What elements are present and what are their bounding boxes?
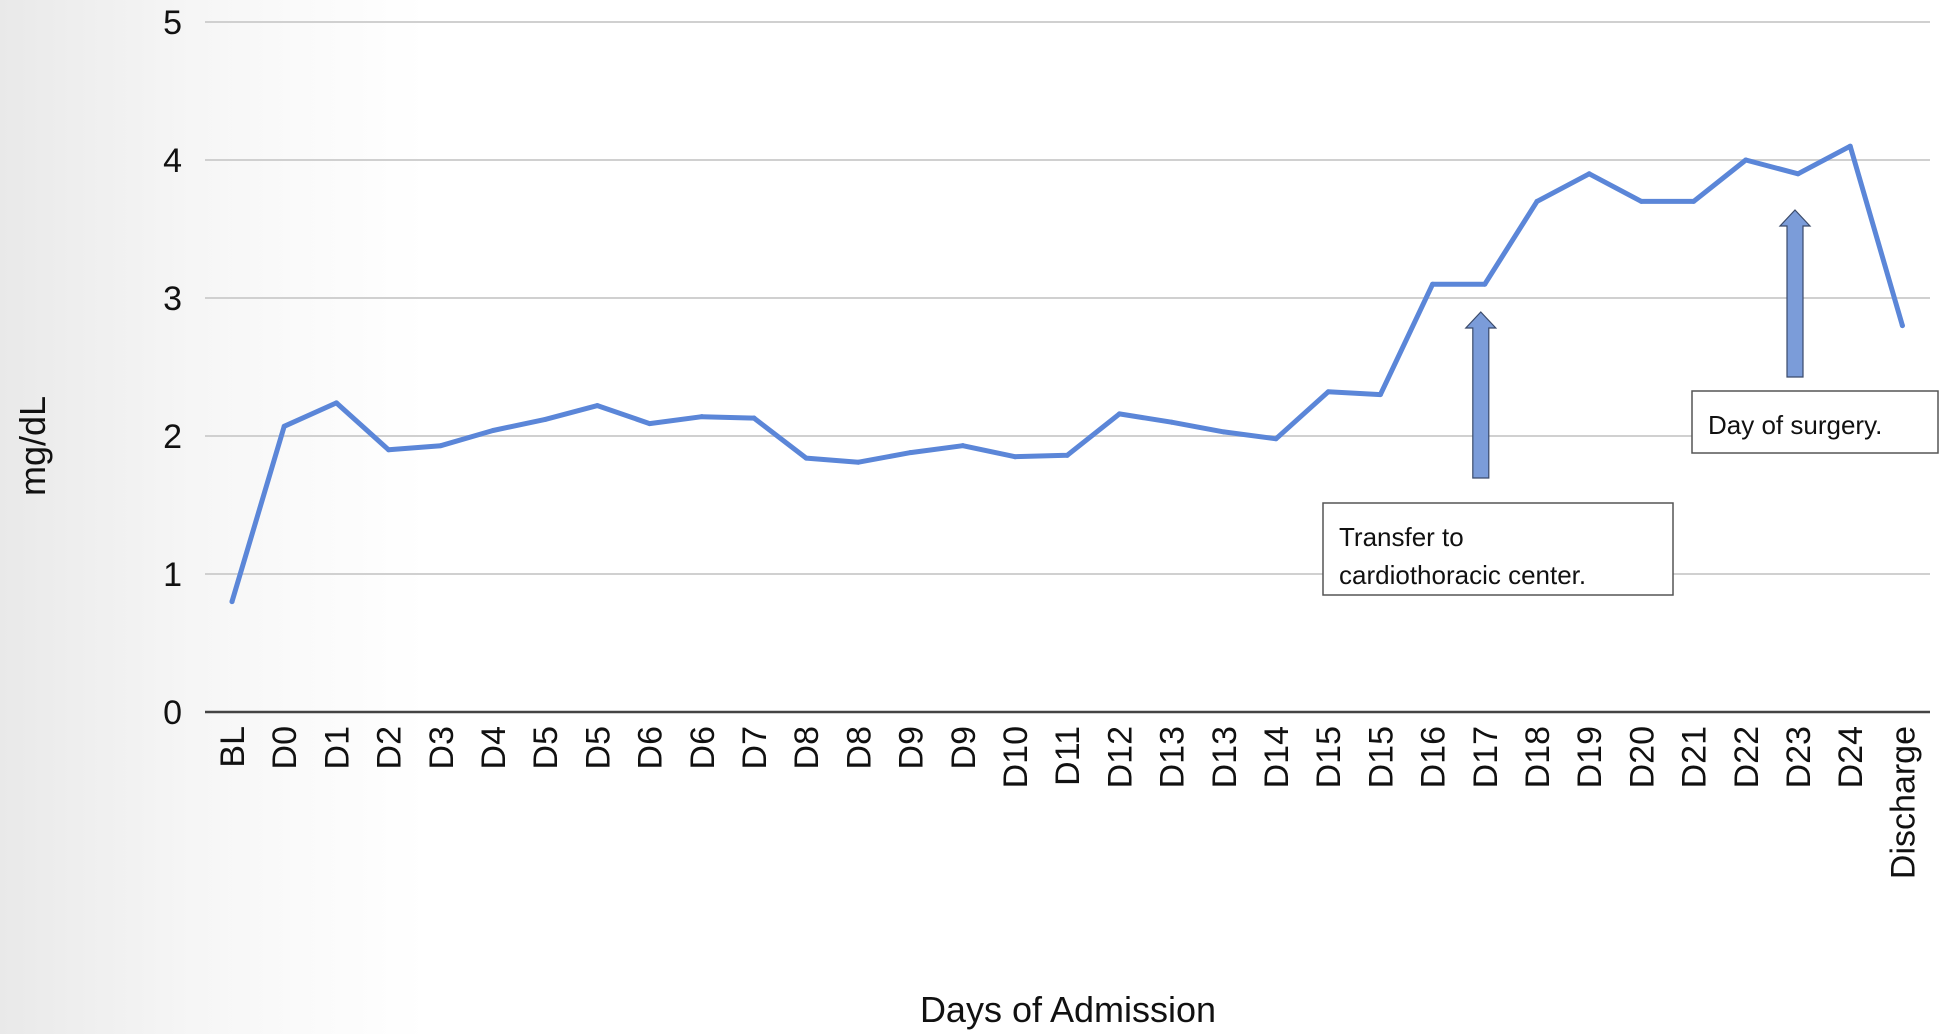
data-point <box>1377 392 1383 398</box>
data-point <box>386 447 392 453</box>
y-tick-label: 1 <box>163 556 182 594</box>
annotation-transfer: Transfer to cardiothoracic center. <box>1322 502 1674 596</box>
data-point <box>1221 429 1227 435</box>
x-tick-label: D17 <box>1467 726 1505 788</box>
x-tick-label: D1 <box>318 726 356 769</box>
x-tick-label: D15 <box>1310 726 1348 788</box>
x-tick-label: D9 <box>945 726 983 769</box>
x-tick-label: D16 <box>1415 726 1453 788</box>
x-tick-label: D8 <box>788 726 826 769</box>
data-point <box>960 443 966 449</box>
transfer-arrow <box>1464 311 1498 479</box>
data-point <box>1534 198 1540 204</box>
data-point <box>1273 436 1279 442</box>
data-point <box>1012 454 1018 460</box>
x-tick-label: D6 <box>684 726 722 769</box>
data-point <box>1691 198 1697 204</box>
x-tick-label: D3 <box>423 726 461 769</box>
x-tick-label: D0 <box>266 726 304 769</box>
x-tick-label: D7 <box>736 726 774 769</box>
x-tick-label: D8 <box>840 726 878 769</box>
data-point <box>281 423 287 429</box>
x-axis-title: Days of Admission <box>920 989 1216 1030</box>
x-tick-label: D14 <box>1258 726 1296 788</box>
y-tick-label: 2 <box>163 418 182 456</box>
annotation-surgery: Day of surgery. <box>1691 390 1939 454</box>
data-point <box>1116 411 1122 417</box>
x-tick-label: D20 <box>1623 726 1661 788</box>
data-point <box>699 414 705 420</box>
data-point <box>1847 143 1853 149</box>
x-tick-label: D4 <box>475 726 513 769</box>
data-point <box>1482 281 1488 287</box>
x-tick-label: D5 <box>579 726 617 769</box>
x-tick-label: D11 <box>1049 726 1087 786</box>
y-tick-label: 0 <box>163 694 182 732</box>
x-tick-label: D5 <box>527 726 565 769</box>
annotation-text: Transfer to <box>1339 522 1464 552</box>
x-tick-label: D13 <box>1154 726 1192 788</box>
data-point <box>908 450 914 456</box>
data-point <box>751 415 757 421</box>
x-tick-label: D9 <box>893 726 931 769</box>
data-point <box>1743 157 1749 163</box>
data-point <box>542 416 548 422</box>
x-tick-label: D6 <box>632 726 670 769</box>
data-point <box>1169 419 1175 425</box>
series-layer <box>229 143 1905 605</box>
annotation-text: cardiothoracic center. <box>1339 560 1586 590</box>
surgery-arrow <box>1778 209 1812 378</box>
data-point <box>229 599 235 605</box>
annotation-box-border <box>1691 390 1939 454</box>
x-tick-label: D15 <box>1362 726 1400 788</box>
data-point <box>438 443 444 449</box>
y-axis-title: mg/dL <box>12 396 53 496</box>
x-tick-label: D12 <box>1101 726 1139 788</box>
annotations: Transfer to cardiothoracic center. Day of … <box>1322 209 1939 596</box>
x-tick-label: Discharge <box>1884 726 1922 879</box>
x-tick-label: D10 <box>997 726 1035 788</box>
data-point <box>1586 171 1592 177</box>
x-axis-ticks: BL D0 D1 D2 D3 D4 D5 D5 D6 D6 D7 D8 D8 D9 D9 D10 D11 D12 D… <box>214 726 1922 879</box>
data-point <box>1638 198 1644 204</box>
x-tick-label: D18 <box>1519 726 1557 788</box>
x-tick-label: D2 <box>371 726 409 769</box>
data-point <box>1899 323 1905 329</box>
x-tick-label: D22 <box>1728 726 1766 788</box>
y-axis-ticks: 0 1 2 3 4 5 <box>163 4 182 732</box>
x-tick-label: D23 <box>1780 726 1818 788</box>
y-tick-label: 5 <box>163 4 182 42</box>
data-point <box>1430 281 1436 287</box>
y-tick-label: 3 <box>163 280 182 318</box>
x-tick-label: D24 <box>1832 726 1870 788</box>
data-point <box>333 400 339 406</box>
data-point <box>647 421 653 427</box>
data-point <box>1064 452 1070 458</box>
data-point <box>594 403 600 409</box>
data-point <box>1325 389 1331 395</box>
x-tick-label: D13 <box>1206 726 1244 788</box>
data-point <box>1795 171 1801 177</box>
data-point <box>490 427 496 433</box>
x-tick-label: D21 <box>1676 726 1714 788</box>
data-point <box>855 459 861 465</box>
annotation-box-border <box>1322 502 1674 596</box>
gridlines <box>205 21 1930 575</box>
y-tick-label: 4 <box>163 142 182 180</box>
x-tick-label: BL <box>214 726 252 768</box>
data-point <box>803 455 809 461</box>
annotation-text: Day of surgery. <box>1708 410 1882 440</box>
x-tick-label: D19 <box>1571 726 1609 788</box>
